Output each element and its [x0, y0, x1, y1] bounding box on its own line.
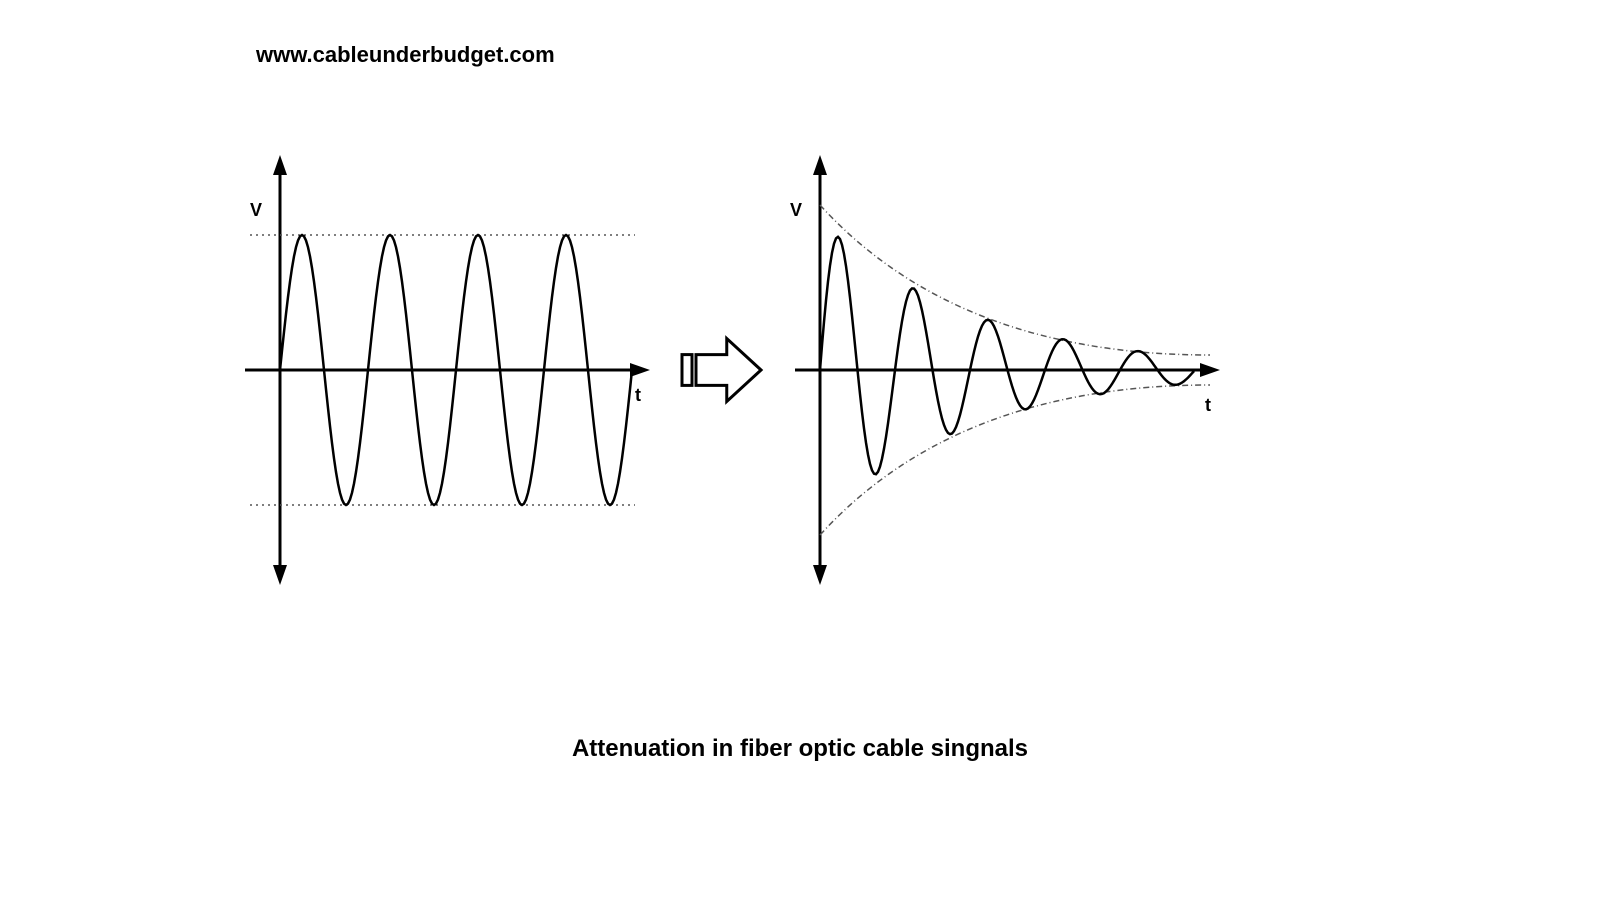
left-y-axis-label: V	[250, 200, 262, 221]
envelope-top	[820, 205, 1210, 355]
header-url: www.cableunderbudget.com	[256, 42, 555, 68]
input-signal-chart	[220, 150, 660, 590]
y-axis-arrow-down	[813, 565, 827, 585]
attenuated-signal-chart	[780, 150, 1230, 590]
diagram-container: V t V t	[200, 150, 1280, 600]
right-x-axis-label: t	[1205, 395, 1211, 416]
x-axis-arrow	[1200, 363, 1220, 377]
left-x-axis-label: t	[635, 385, 641, 406]
arrow-body	[696, 339, 761, 402]
y-axis-arrow-up	[813, 155, 827, 175]
y-axis-arrow-up	[273, 155, 287, 175]
x-axis-arrow	[630, 363, 650, 377]
damped-sine-wave	[820, 237, 1194, 474]
y-axis-arrow-down	[273, 565, 287, 585]
right-y-axis-label: V	[790, 200, 802, 221]
figure-caption: Attenuation in fiber optic cable singnal…	[0, 735, 1600, 763]
envelope-bottom	[820, 385, 1210, 535]
arrow-tail-bar	[682, 355, 692, 386]
transition-arrow-icon	[680, 335, 765, 405]
